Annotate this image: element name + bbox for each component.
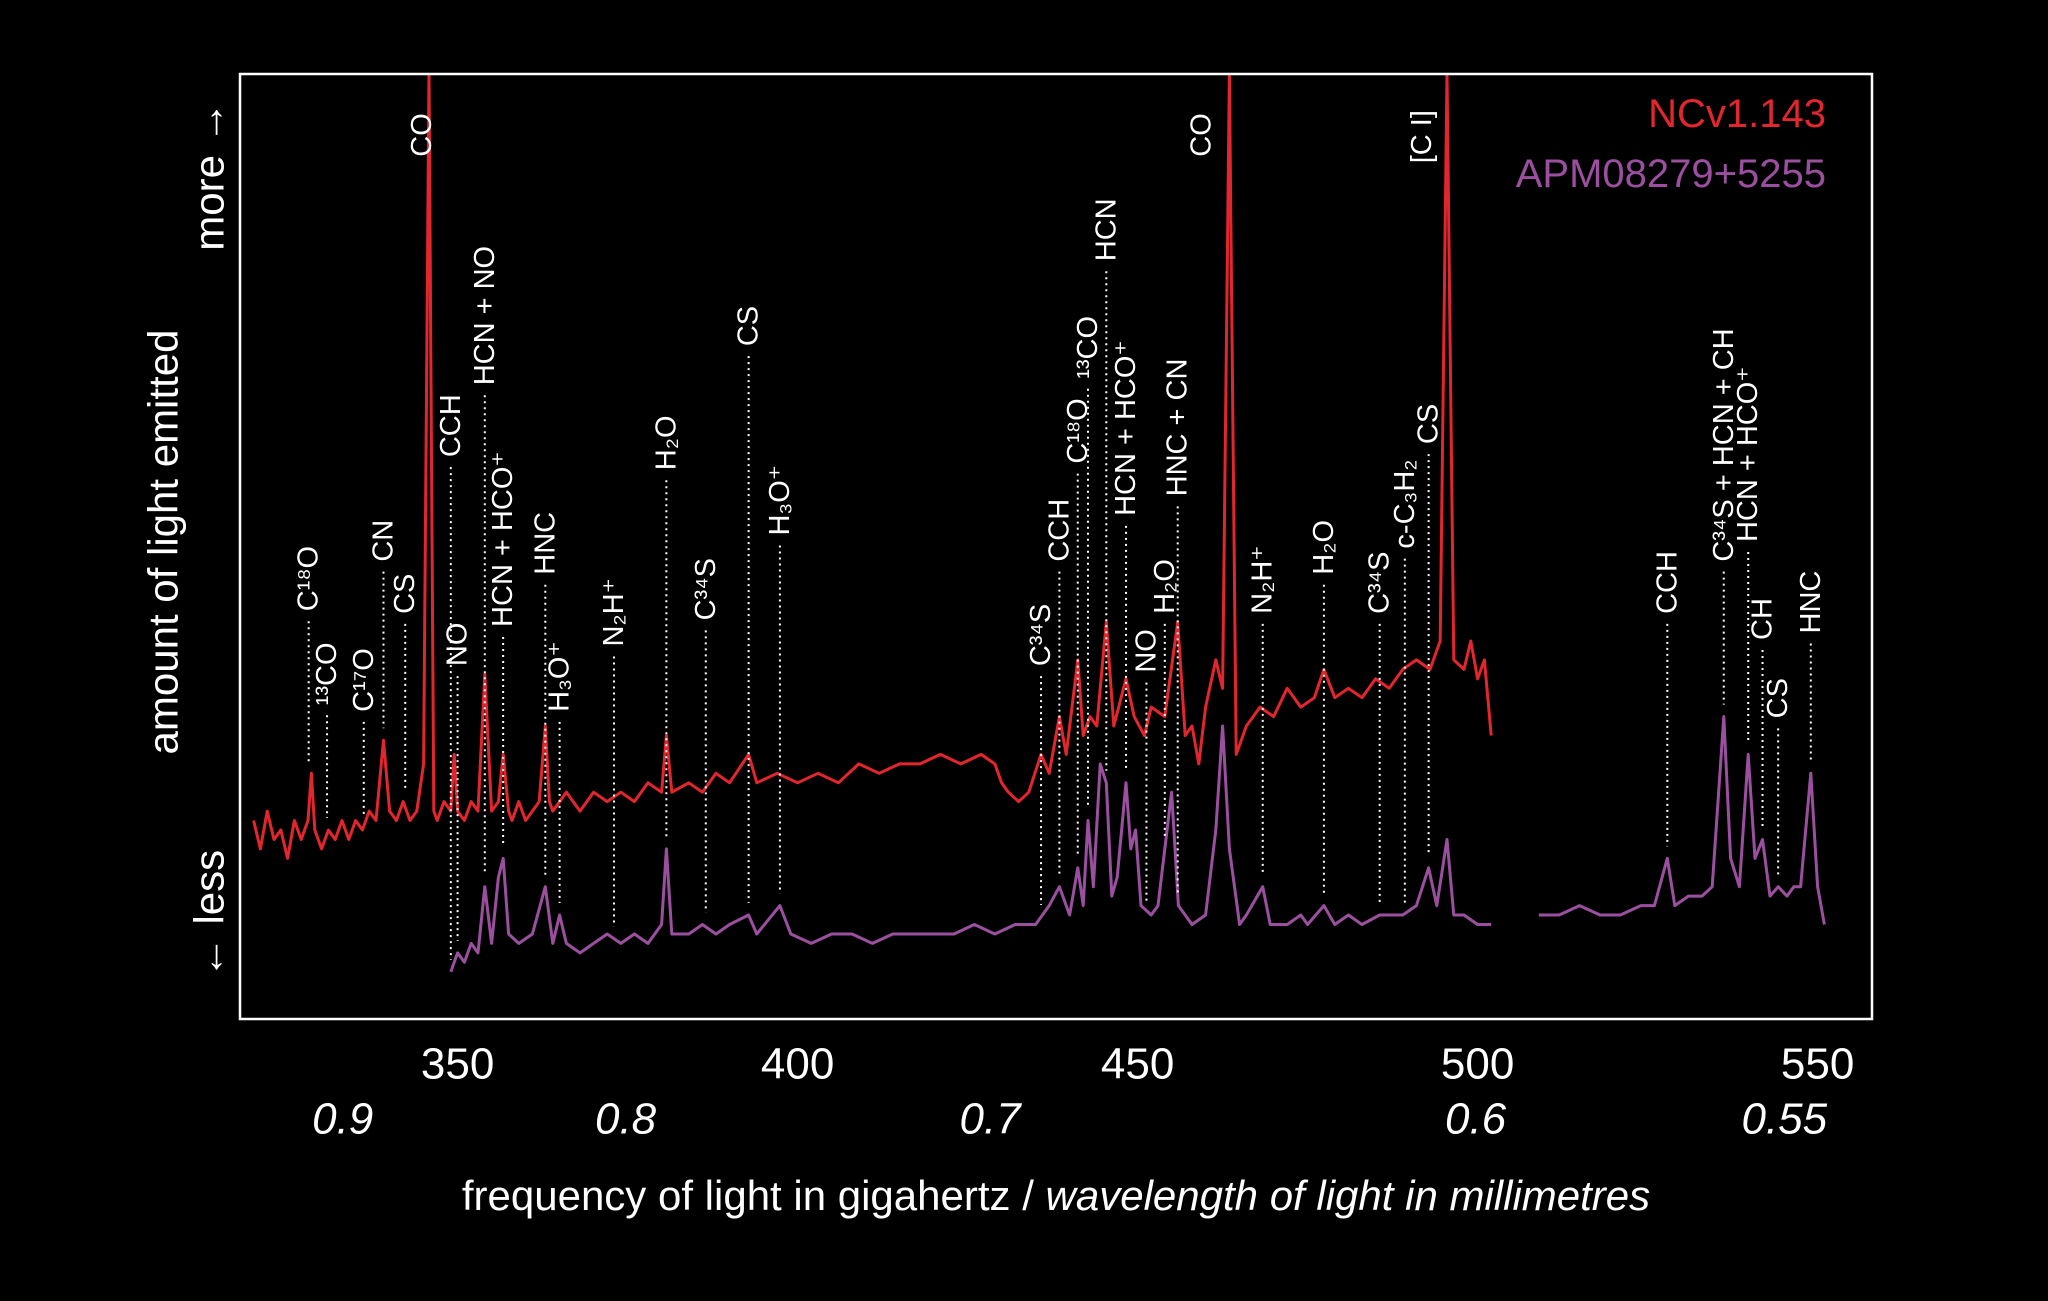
plot-area bbox=[252, 75, 1826, 973]
line-label: H₂O bbox=[1149, 559, 1181, 614]
line-label: CCH bbox=[1651, 551, 1683, 614]
x-axis-title-frequency: frequency of light in gigahertz / bbox=[462, 1172, 1034, 1219]
x2-tick-label: 0.9 bbox=[312, 1095, 373, 1144]
x-tick-label: 350 bbox=[421, 1040, 494, 1089]
x2-tick-label: 0.8 bbox=[595, 1095, 657, 1144]
line-label: CS bbox=[1762, 678, 1794, 718]
line-label: CCH bbox=[1043, 499, 1075, 562]
x2-tick-label: 0.6 bbox=[1445, 1095, 1507, 1144]
y-axis-title: amount of light emitted bbox=[140, 330, 187, 755]
x-tick-label: 500 bbox=[1441, 1040, 1514, 1089]
line-label: H₂O bbox=[650, 415, 682, 470]
line-label: HNC + CN bbox=[1162, 359, 1194, 497]
spectrum-line bbox=[252, 75, 1493, 860]
line-label: ¹³CO bbox=[311, 642, 343, 705]
x-axis-title-wavelength: wavelength of light in millimetres bbox=[1046, 1172, 1651, 1219]
plot-frame bbox=[238, 72, 1874, 1021]
line-label: ¹³CO bbox=[1072, 316, 1104, 379]
line-label: CCH bbox=[435, 394, 467, 457]
line-label: CH bbox=[1747, 598, 1779, 640]
line-label: N₂H⁺ bbox=[1247, 545, 1279, 613]
line-label: HCN + HCO⁺ bbox=[487, 451, 519, 627]
x-tick-label: 550 bbox=[1781, 1040, 1854, 1089]
line-label: c-C₃H₂ bbox=[1389, 459, 1421, 548]
line-label: HCN bbox=[1090, 198, 1122, 261]
x2-tick-label: 0.55 bbox=[1741, 1095, 1827, 1144]
line-label: CO bbox=[1186, 113, 1218, 157]
line-label: N₂H⁺ bbox=[598, 578, 630, 646]
x-tick-label: 400 bbox=[761, 1040, 834, 1089]
line-label: C³⁴S bbox=[1364, 551, 1396, 613]
x-tick-label: 450 bbox=[1101, 1040, 1174, 1089]
line-label: H₃O⁺ bbox=[764, 465, 796, 536]
line-label: H₂O bbox=[1308, 520, 1340, 575]
x2-tick-label: 0.7 bbox=[959, 1095, 1022, 1144]
legend-entry: NCv1.143 bbox=[1648, 92, 1826, 136]
y-axis-less: ← less bbox=[186, 850, 233, 978]
line-label: C¹⁷O bbox=[348, 648, 380, 712]
legend-entry: APM08279+5255 bbox=[1516, 152, 1826, 196]
line-label: HCN + HCO⁺ bbox=[1110, 340, 1142, 516]
line-label: NO bbox=[1130, 629, 1162, 673]
line-label: HNC bbox=[1795, 571, 1827, 634]
line-label: HCN + HCO⁺ bbox=[1732, 366, 1764, 542]
x-axis-title: frequency of light in gigahertz / wavele… bbox=[462, 1172, 1650, 1219]
line-label: HNC bbox=[529, 512, 561, 575]
line-label: CN bbox=[367, 520, 399, 562]
y-axis-more: more → bbox=[186, 101, 233, 250]
line-label: C³⁴S bbox=[1025, 604, 1057, 666]
line-label: CS bbox=[733, 306, 765, 346]
line-label: NO bbox=[442, 623, 474, 667]
line-label: C³⁴S + HCN + CH bbox=[1708, 328, 1740, 561]
line-label: C³⁴S bbox=[690, 558, 722, 620]
line-label: [C I] bbox=[1406, 110, 1438, 163]
line-label: CS bbox=[389, 574, 421, 614]
line-label: HCN + NO bbox=[469, 246, 501, 385]
line-label: CS bbox=[1413, 404, 1445, 444]
line-label: C¹⁸O bbox=[293, 546, 325, 611]
line-label: CO bbox=[406, 113, 438, 157]
spectrum-line bbox=[449, 715, 1826, 973]
line-label: H₃O⁺ bbox=[544, 641, 576, 712]
